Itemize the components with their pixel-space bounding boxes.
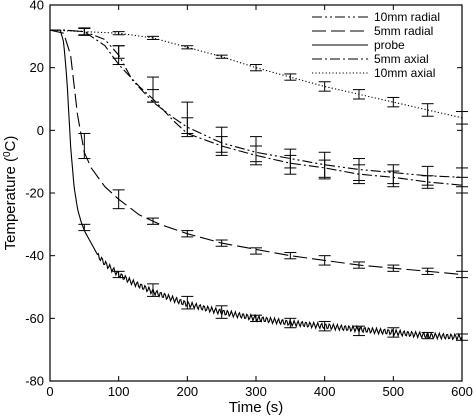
error-bar [387, 327, 400, 338]
error-bar [318, 255, 331, 266]
series-line-0 [50, 29, 463, 178]
x-tick-label: 600 [451, 384, 473, 399]
x-tick-label: 0 [46, 384, 53, 399]
error-bar [112, 31, 125, 36]
error-bar [284, 317, 297, 329]
error-bar [387, 96, 400, 108]
error-bar [318, 159, 331, 180]
error-bar [112, 189, 125, 210]
error-bar [215, 239, 228, 247]
error-bar [318, 320, 331, 332]
y-tick-label: -60 [25, 311, 44, 326]
y-tick-label: -40 [25, 248, 44, 263]
error-bar [112, 270, 125, 279]
error-bar [353, 261, 365, 269]
error-bar [181, 45, 194, 50]
error-bar [421, 175, 434, 189]
error-bar [353, 325, 365, 337]
legend-label: 10mm radial [374, 10, 440, 24]
error-bar [421, 331, 434, 340]
error-bar [147, 35, 159, 40]
error-bar [318, 81, 331, 92]
y-tick-label: -80 [25, 374, 44, 389]
error-bar [147, 217, 159, 225]
error-bar [215, 305, 228, 319]
legend-label: 5mm radial [374, 24, 433, 38]
error-bar [215, 54, 228, 59]
y-tick-label: 40 [30, 0, 44, 13]
x-tick-label: 500 [382, 384, 404, 399]
error-bar [250, 64, 262, 72]
error-bar [147, 283, 159, 297]
legend-label: 10mm axial [374, 66, 435, 80]
y-tick-label: -20 [25, 186, 44, 201]
error-bar [78, 132, 91, 160]
error-bar [112, 45, 125, 59]
error-bar [284, 154, 297, 175]
y-axis-title-superscript: 0 [2, 151, 13, 157]
error-bar [250, 314, 262, 322]
error-bar [421, 267, 434, 275]
error-bar [250, 145, 262, 166]
error-bar [284, 252, 297, 260]
error-bar [387, 264, 400, 272]
x-axis-title: Time (s) [229, 399, 283, 416]
x-tick-label: 200 [176, 384, 198, 399]
error-bar [353, 89, 365, 100]
error-bar [181, 230, 194, 238]
error-bar [215, 136, 228, 156]
error-bar [387, 170, 400, 188]
error-bar [250, 247, 262, 255]
y-tick-label: 20 [30, 60, 44, 75]
error-bar [353, 164, 365, 185]
y-axis-title: Temperature (0C) [2, 136, 20, 251]
error-bar [181, 295, 194, 310]
x-tick-label: 400 [314, 384, 336, 399]
x-tick-label: 300 [245, 384, 267, 399]
legend-label: 5mm axial [374, 52, 429, 66]
y-tick-label: 0 [37, 123, 44, 138]
error-bar [147, 89, 159, 103]
error-bar [78, 28, 91, 36]
y-axis-title-part: C) [2, 136, 19, 152]
error-bar [284, 73, 297, 81]
error-bar [78, 223, 91, 232]
error-bar [421, 103, 434, 117]
x-tick-label: 100 [108, 384, 130, 399]
y-axis-title-part: Temperature ( [2, 157, 19, 250]
legend-label: probe [374, 38, 405, 52]
error-bar [181, 117, 194, 138]
